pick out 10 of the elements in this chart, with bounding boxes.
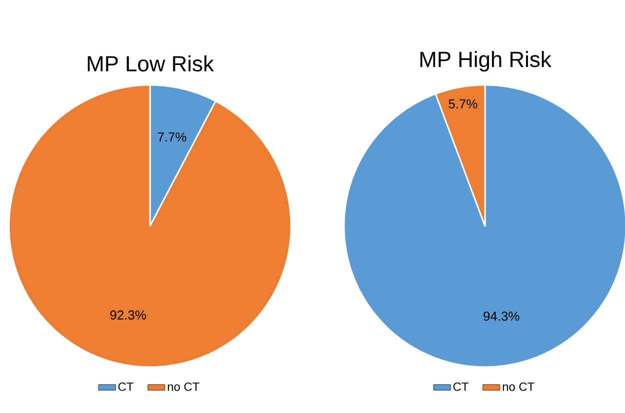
data-label: 94.3% <box>484 312 520 321</box>
data-label: 92.3% <box>110 310 146 320</box>
legend-label: no CT <box>502 382 534 391</box>
legend-label: CT <box>453 382 468 391</box>
chart-title: MP High Risk <box>420 51 552 72</box>
legend-label: CT <box>118 382 134 391</box>
chart-title: MP Low Risk <box>88 55 214 72</box>
data-label: 5.7% <box>448 99 478 108</box>
data-label: 7.7% <box>158 132 186 142</box>
legend-label: no CT <box>168 382 200 391</box>
